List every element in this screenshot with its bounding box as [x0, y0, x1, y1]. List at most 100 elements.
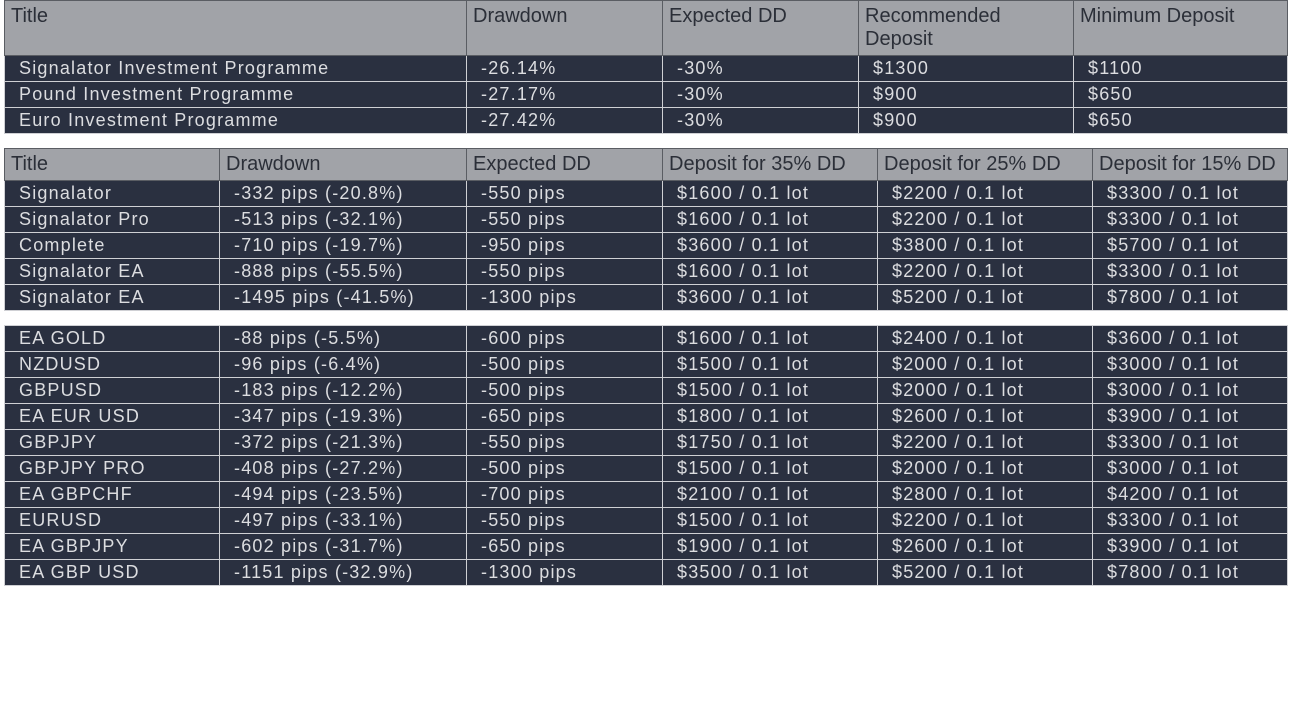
table-cell: $2200 / 0.1 lot: [878, 508, 1093, 534]
table-cell: $900: [859, 108, 1074, 134]
table-row: Signalator EA-1495 pips (-41.5%)-1300 pi…: [5, 285, 1288, 311]
table-cell: $1500 / 0.1 lot: [663, 508, 878, 534]
table-row: EURUSD-497 pips (-33.1%)-550 pips$1500 /…: [5, 508, 1288, 534]
table-cell: -332 pips (-20.8%): [220, 181, 467, 207]
table-cell: -650 pips: [467, 534, 663, 560]
table-cell: -1495 pips (-41.5%): [220, 285, 467, 311]
table-cell: $3300 / 0.1 lot: [1093, 259, 1288, 285]
table-cell: $900: [859, 82, 1074, 108]
table-cell: Signalator Pro: [5, 207, 220, 233]
table-header-row: Title Drawdown Expected DD Recommended D…: [5, 1, 1288, 56]
col-header: Recommended Deposit: [859, 1, 1074, 56]
table-cell: -550 pips: [467, 181, 663, 207]
table-cell: $3500 / 0.1 lot: [663, 560, 878, 586]
table-cell: -183 pips (-12.2%): [220, 378, 467, 404]
table-cell: -1300 pips: [467, 285, 663, 311]
table-cell: $2600 / 0.1 lot: [878, 404, 1093, 430]
table-cell: $7800 / 0.1 lot: [1093, 285, 1288, 311]
table-cell: $1750 / 0.1 lot: [663, 430, 878, 456]
table-cell: -500 pips: [467, 456, 663, 482]
table-cell: -700 pips: [467, 482, 663, 508]
table-cell: -950 pips: [467, 233, 663, 259]
table-row: Signalator Investment Programme-26.14%-3…: [5, 56, 1288, 82]
table-cell: -513 pips (-32.1%): [220, 207, 467, 233]
table-cell: $3900 / 0.1 lot: [1093, 404, 1288, 430]
table-header-row: Title Drawdown Expected DD Deposit for 3…: [5, 149, 1288, 181]
table-cell: $3300 / 0.1 lot: [1093, 508, 1288, 534]
col-header: Minimum Deposit: [1074, 1, 1288, 56]
table-cell: $1600 / 0.1 lot: [663, 326, 878, 352]
table-cell: -500 pips: [467, 378, 663, 404]
table-cell: $3300 / 0.1 lot: [1093, 181, 1288, 207]
table-cell: Euro Investment Programme: [5, 108, 467, 134]
table-cell: $7800 / 0.1 lot: [1093, 560, 1288, 586]
table-row: Signalator Pro-513 pips (-32.1%)-550 pip…: [5, 207, 1288, 233]
table-cell: $5200 / 0.1 lot: [878, 285, 1093, 311]
table-cell: -550 pips: [467, 508, 663, 534]
table-cell: -650 pips: [467, 404, 663, 430]
table-cell: -30%: [663, 108, 859, 134]
table-cell: $3300 / 0.1 lot: [1093, 430, 1288, 456]
table-cell: $2200 / 0.1 lot: [878, 181, 1093, 207]
table-cell: $2200 / 0.1 lot: [878, 430, 1093, 456]
table-cell: $3600 / 0.1 lot: [1093, 326, 1288, 352]
table-cell: GBPJPY: [5, 430, 220, 456]
table-cell: $5200 / 0.1 lot: [878, 560, 1093, 586]
table-cell: $2200 / 0.1 lot: [878, 207, 1093, 233]
table-cell: $1600 / 0.1 lot: [663, 259, 878, 285]
signals-deposit-table: Title Drawdown Expected DD Deposit for 3…: [4, 148, 1288, 311]
table-cell: $1500 / 0.1 lot: [663, 456, 878, 482]
table-cell: -88 pips (-5.5%): [220, 326, 467, 352]
table-row: EA GBPCHF-494 pips (-23.5%)-700 pips$210…: [5, 482, 1288, 508]
table-cell: $2000 / 0.1 lot: [878, 378, 1093, 404]
table-row: NZDUSD-96 pips (-6.4%)-500 pips$1500 / 0…: [5, 352, 1288, 378]
table-cell: $650: [1074, 82, 1288, 108]
table-cell: $3000 / 0.1 lot: [1093, 352, 1288, 378]
table-cell: -30%: [663, 56, 859, 82]
table-cell: -408 pips (-27.2%): [220, 456, 467, 482]
table-row: Signalator EA-888 pips (-55.5%)-550 pips…: [5, 259, 1288, 285]
col-header: Title: [5, 1, 467, 56]
table-cell: NZDUSD: [5, 352, 220, 378]
table-cell: $2100 / 0.1 lot: [663, 482, 878, 508]
table-row: Euro Investment Programme-27.42%-30%$900…: [5, 108, 1288, 134]
table-cell: -602 pips (-31.7%): [220, 534, 467, 560]
col-header: Title: [5, 149, 220, 181]
table-row: Complete-710 pips (-19.7%)-950 pips$3600…: [5, 233, 1288, 259]
table-cell: $1500 / 0.1 lot: [663, 352, 878, 378]
table-cell: $1500 / 0.1 lot: [663, 378, 878, 404]
table-cell: GBPJPY PRO: [5, 456, 220, 482]
table-cell: $3000 / 0.1 lot: [1093, 456, 1288, 482]
table-row: GBPUSD-183 pips (-12.2%)-500 pips$1500 /…: [5, 378, 1288, 404]
table-cell: -494 pips (-23.5%): [220, 482, 467, 508]
col-header: Deposit for 25% DD: [878, 149, 1093, 181]
table-cell: $3000 / 0.1 lot: [1093, 378, 1288, 404]
col-header: Deposit for 35% DD: [663, 149, 878, 181]
table-cell: GBPUSD: [5, 378, 220, 404]
table-cell: -497 pips (-33.1%): [220, 508, 467, 534]
table-cell: Pound Investment Programme: [5, 82, 467, 108]
table-cell: $3600 / 0.1 lot: [663, 285, 878, 311]
table-cell: $650: [1074, 108, 1288, 134]
col-header: Expected DD: [467, 149, 663, 181]
table-cell: $1900 / 0.1 lot: [663, 534, 878, 560]
table-cell: $1600 / 0.1 lot: [663, 181, 878, 207]
col-header: Deposit for 15% DD: [1093, 149, 1288, 181]
table-cell: $3800 / 0.1 lot: [878, 233, 1093, 259]
table-cell: Signalator Investment Programme: [5, 56, 467, 82]
table-cell: -26.14%: [467, 56, 663, 82]
table-cell: -96 pips (-6.4%): [220, 352, 467, 378]
table-row: GBPJPY PRO-408 pips (-27.2%)-500 pips$15…: [5, 456, 1288, 482]
table-cell: -372 pips (-21.3%): [220, 430, 467, 456]
table-row: EA GOLD-88 pips (-5.5%)-600 pips$1600 / …: [5, 326, 1288, 352]
table-cell: -1300 pips: [467, 560, 663, 586]
table-cell: $2400 / 0.1 lot: [878, 326, 1093, 352]
table-cell: EA GBP USD: [5, 560, 220, 586]
table-cell: -30%: [663, 82, 859, 108]
table-cell: Signalator EA: [5, 259, 220, 285]
table-cell: EA GBPJPY: [5, 534, 220, 560]
table-cell: -27.17%: [467, 82, 663, 108]
col-header: Expected DD: [663, 1, 859, 56]
table-cell: $3900 / 0.1 lot: [1093, 534, 1288, 560]
table-cell: Complete: [5, 233, 220, 259]
